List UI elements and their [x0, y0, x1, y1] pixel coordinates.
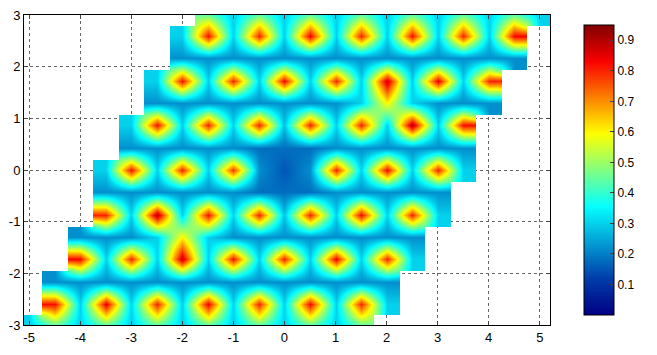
svg-text:-5: -5 [23, 330, 35, 345]
svg-text:-4: -4 [74, 330, 86, 345]
svg-text:2: 2 [13, 59, 20, 74]
svg-text:5: 5 [536, 330, 543, 345]
svg-text:-1: -1 [9, 214, 21, 229]
svg-text:0.9: 0.9 [617, 33, 634, 47]
svg-text:-3: -3 [9, 318, 21, 333]
svg-text:-1: -1 [228, 330, 240, 345]
svg-text:0.2: 0.2 [617, 247, 634, 261]
svg-text:0.4: 0.4 [617, 186, 634, 200]
svg-text:3: 3 [13, 8, 20, 23]
svg-text:-2: -2 [177, 330, 189, 345]
svg-text:0.5: 0.5 [617, 156, 634, 170]
svg-text:-3: -3 [125, 330, 137, 345]
svg-text:0: 0 [281, 330, 288, 345]
svg-text:0.6: 0.6 [617, 125, 634, 139]
svg-text:0.8: 0.8 [617, 64, 634, 78]
svg-text:1: 1 [13, 111, 20, 126]
svg-text:1: 1 [332, 330, 339, 345]
svg-text:0.7: 0.7 [617, 95, 634, 109]
svg-text:4: 4 [485, 330, 492, 345]
svg-text:-2: -2 [9, 266, 21, 281]
svg-text:0.3: 0.3 [617, 217, 634, 231]
svg-text:0: 0 [13, 163, 20, 178]
svg-text:2: 2 [383, 330, 390, 345]
svg-text:0.1: 0.1 [617, 278, 634, 292]
svg-text:3: 3 [434, 330, 441, 345]
